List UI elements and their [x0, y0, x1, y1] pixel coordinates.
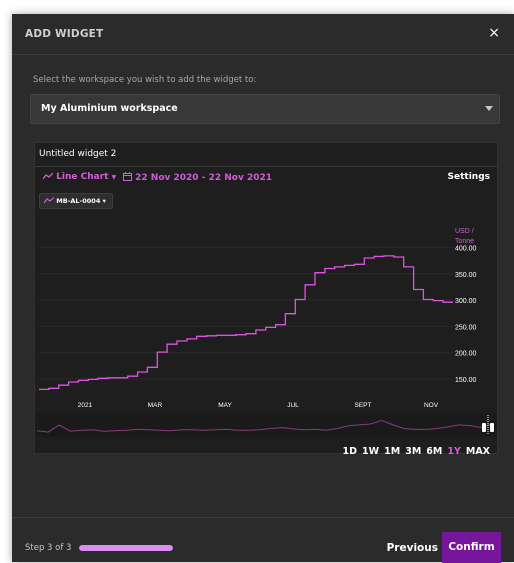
line-chart-icon: [43, 197, 55, 204]
x-tick-label: NOV: [424, 402, 439, 409]
workspace-prompt: Select the workspace you wish to add the…: [33, 75, 257, 85]
range-button-6m[interactable]: 6M: [426, 446, 443, 457]
x-tick-label: MAY: [218, 402, 232, 409]
y-axis-label: USD /: [455, 228, 474, 235]
dialog-title: ADD WIDGET: [25, 28, 104, 40]
chevron-down-icon: ▾: [102, 197, 106, 205]
y-tick-label: 200.00: [455, 351, 477, 358]
workspace-select[interactable]: My Aluminium workspace: [30, 94, 500, 124]
widget-title-bar: Untitled widget 2: [35, 143, 497, 167]
widget-title[interactable]: Untitled widget 2: [39, 149, 117, 159]
step-progress-fill: [79, 545, 173, 551]
range-button-3m[interactable]: 3M: [405, 446, 422, 457]
navigator-line: [36, 419, 494, 433]
step-progress-bar: [79, 545, 173, 551]
series-selector[interactable]: MB-AL-0004 ▾: [39, 193, 113, 209]
line-chart[interactable]: 400.00 350.00 300.00 250.00 200.00 150.00 USD …: [35, 207, 497, 437]
workspace-select-value: My Aluminium workspace: [41, 103, 178, 114]
y-tick-label: 350.00: [455, 272, 477, 279]
add-widget-dialog: ADD WIDGET × Select the workspace you wi…: [12, 14, 514, 563]
navigator-handle-left: [482, 423, 486, 432]
chart-type-dropdown[interactable]: Line Chart ▼: [42, 172, 117, 182]
navigator-background: [35, 413, 497, 437]
y-tick-label: 400.00: [455, 246, 477, 253]
calendar-icon: [123, 172, 132, 181]
y-tick-label: 300.00: [455, 298, 477, 305]
x-tick-label: 2021: [78, 402, 93, 409]
chevron-down-icon: [485, 106, 493, 111]
widget-preview: Untitled widget 2 Line Chart ▼ 22 Nov 20…: [34, 142, 498, 457]
dialog-footer: Step 3 of 3 Previous Confirm: [12, 517, 514, 563]
y-tick-label: 150.00: [455, 377, 477, 384]
line-chart-icon: [42, 172, 54, 180]
series-label: MB-AL-0004: [56, 197, 101, 205]
x-tick-label: SEPT: [355, 402, 372, 409]
confirm-button[interactable]: Confirm: [442, 532, 501, 563]
y-tick-label: 250.00: [455, 324, 477, 331]
chart-type-label: Line Chart: [56, 172, 109, 182]
series-line-mb-al-0004: [39, 255, 453, 391]
chevron-down-icon: ▼: [111, 174, 117, 181]
date-range-label: 22 Nov 2020 - 22 Nov 2021: [135, 173, 272, 183]
dialog-header: ADD WIDGET ×: [12, 14, 514, 55]
step-indicator: Step 3 of 3: [25, 543, 72, 553]
x-tick-label: MAR: [148, 402, 163, 409]
date-range-picker[interactable]: 22 Nov 2020 - 22 Nov 2021: [123, 172, 272, 183]
close-icon[interactable]: ×: [488, 25, 500, 41]
previous-button[interactable]: Previous: [386, 542, 438, 554]
range-button-max[interactable]: MAX: [465, 446, 490, 457]
widget-toolbar: Line Chart ▼ 22 Nov 2020 - 22 Nov 2021 S…: [35, 167, 497, 189]
y-axis-label-unit: Tonne: [455, 238, 474, 245]
range-button-1m[interactable]: 1M: [384, 446, 401, 457]
range-button-1w[interactable]: 1W: [362, 446, 380, 457]
range-button-1y[interactable]: 1Y: [447, 446, 461, 457]
navigator-handle-right: [490, 423, 494, 432]
x-tick-label: JUL: [287, 402, 299, 409]
range-selector: 1D 1W 1M 3M 6M 1Y MAX: [338, 439, 490, 457]
settings-button[interactable]: Settings: [447, 172, 490, 182]
range-button-1d[interactable]: 1D: [342, 446, 358, 457]
